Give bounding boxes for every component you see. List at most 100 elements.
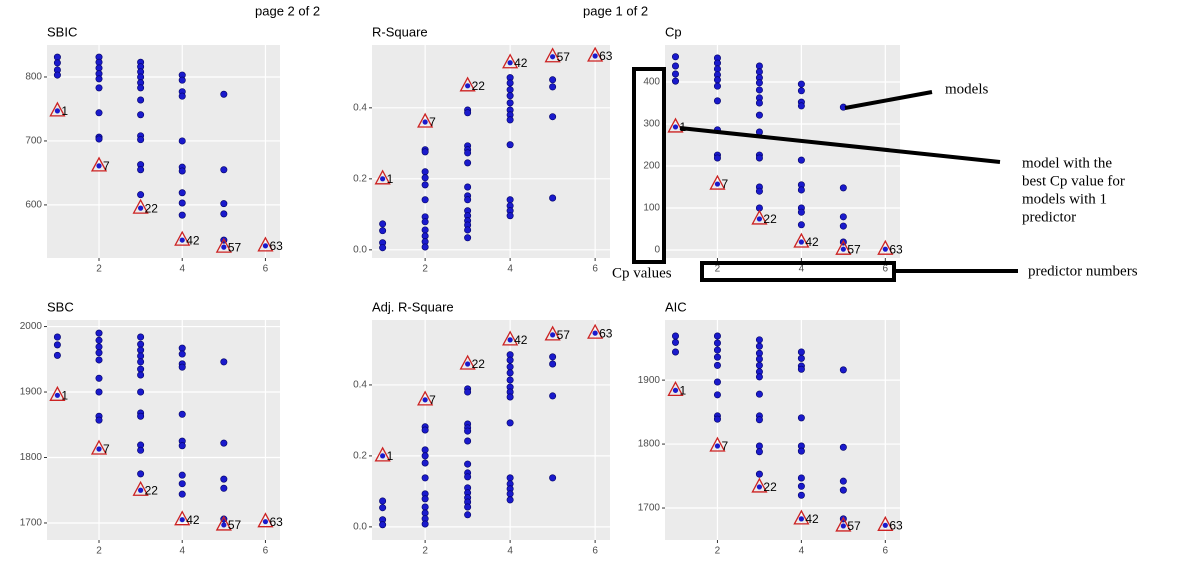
panel-title: SBC: [47, 299, 74, 314]
annotation: models with 1: [1022, 191, 1107, 207]
point: [95, 388, 103, 396]
point: [755, 349, 763, 357]
point: [839, 477, 847, 485]
point: [379, 504, 387, 512]
best-label: 63: [599, 49, 613, 63]
point: [506, 92, 514, 100]
point: [506, 141, 514, 149]
point: [797, 348, 805, 356]
y-tick-label: 0.0: [353, 522, 367, 533]
best-label: 42: [514, 333, 528, 347]
best-marker: [90, 439, 108, 455]
point: [95, 416, 103, 424]
best-marker: [877, 515, 894, 531]
point: [755, 336, 763, 344]
best-marker: [793, 509, 810, 525]
x-tick-label: 2: [422, 546, 428, 557]
best-marker: [667, 117, 684, 133]
best-label: 42: [514, 56, 528, 70]
point: [755, 99, 763, 107]
point: [178, 211, 186, 219]
y-tick-label: 0.0: [353, 244, 367, 255]
point: [755, 442, 763, 450]
best-point: [882, 246, 888, 252]
best-point: [592, 53, 598, 59]
point: [506, 363, 514, 371]
point: [178, 137, 186, 145]
point: [506, 376, 514, 384]
best-marker: [174, 510, 191, 526]
y-tick-label: 1700: [638, 503, 661, 514]
point: [379, 244, 387, 252]
best-marker: [459, 76, 476, 92]
best-marker: [459, 354, 476, 370]
panel-title: Adj. R-Square: [372, 299, 454, 314]
point: [839, 222, 847, 230]
point: [464, 437, 472, 445]
point: [671, 53, 679, 61]
point: [506, 86, 514, 94]
y-tick-label: 100: [643, 203, 660, 214]
point: [797, 354, 805, 362]
y-tick-label: 1900: [20, 387, 43, 398]
point: [178, 480, 186, 488]
best-marker: [49, 101, 66, 117]
point: [421, 452, 429, 460]
point: [220, 439, 228, 447]
point: [797, 208, 805, 216]
point: [137, 111, 145, 119]
annotation: predictor numbers: [1028, 263, 1138, 279]
point: [421, 181, 429, 189]
x-tick-label: 4: [507, 264, 513, 275]
point: [549, 76, 557, 84]
point: [506, 79, 514, 87]
panel-background: [372, 45, 610, 258]
x-tick-label: 6: [592, 546, 598, 557]
best-marker: [835, 239, 852, 255]
best-point: [221, 522, 227, 528]
point: [379, 497, 387, 505]
point: [379, 220, 387, 228]
point: [839, 366, 847, 374]
point: [713, 353, 721, 361]
best-label: 42: [805, 512, 819, 526]
best-point: [840, 523, 846, 529]
point: [137, 470, 145, 478]
y-tick-label: 2000: [20, 321, 43, 332]
point: [549, 360, 557, 368]
best-point: [54, 392, 61, 398]
point: [464, 473, 472, 481]
y-tick-label: 200: [643, 161, 660, 172]
point: [713, 65, 721, 73]
point: [178, 350, 186, 358]
point: [713, 346, 721, 354]
best-marker: [544, 325, 561, 341]
point: [137, 388, 145, 396]
panel-title: R-Square: [372, 24, 428, 39]
best-marker: [90, 156, 108, 172]
point: [713, 415, 721, 423]
best-label: 7: [721, 439, 728, 453]
best-point: [714, 181, 721, 187]
point: [713, 59, 721, 67]
best-point: [465, 361, 471, 367]
point: [137, 333, 145, 341]
point: [95, 356, 103, 364]
point: [797, 474, 805, 482]
point: [755, 86, 763, 94]
point: [797, 414, 805, 422]
best-marker: [49, 385, 66, 401]
point: [137, 340, 145, 348]
best-label: 57: [847, 519, 861, 533]
panel-background: [47, 45, 280, 258]
point: [797, 365, 805, 373]
page-label: page 2 of 2: [255, 3, 320, 18]
point: [549, 474, 557, 482]
best-label: 1: [61, 388, 68, 402]
best-marker: [417, 390, 434, 406]
point: [506, 393, 514, 401]
point: [53, 351, 61, 359]
best-marker: [751, 209, 768, 225]
point: [464, 503, 472, 511]
point: [421, 426, 429, 434]
